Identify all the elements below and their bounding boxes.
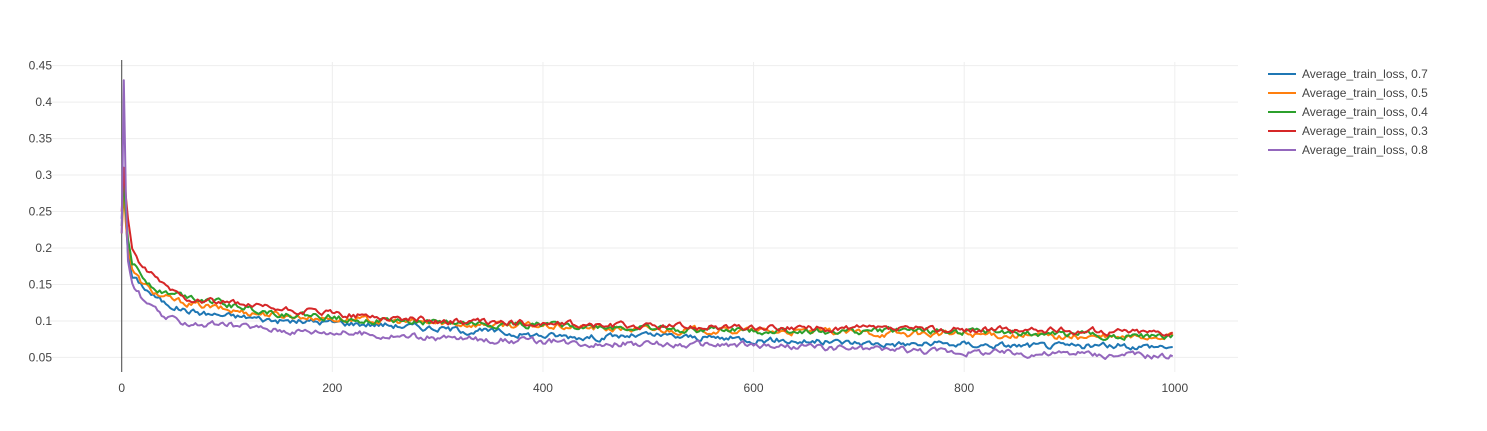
y-tick-label: 0.05	[29, 350, 53, 364]
series-line[interactable]	[120, 79, 1174, 360]
y-tick-label: 0.35	[29, 132, 53, 146]
series-line[interactable]	[120, 174, 1174, 341]
x-tick-label: 0	[118, 381, 125, 395]
y-tick-label: 0.4	[35, 95, 52, 109]
legend-item[interactable]: Average_train_loss, 0.8	[1268, 143, 1428, 157]
y-tick-label: 0.15	[29, 277, 53, 291]
x-tick-label: 1000	[1161, 381, 1188, 395]
y-tick-label: 0.3	[35, 168, 52, 182]
legend-item[interactable]: Average_train_loss, 0.3	[1268, 124, 1428, 138]
axis-layer: 0.05 0.1 0.15 0.2 0.25 0.3 0.35 0.4 0.45 0 200 400 6…	[29, 59, 1189, 395]
legend-item[interactable]: Average_train_loss, 0.7	[1268, 67, 1428, 81]
y-tick-label: 0.1	[35, 314, 52, 328]
series-line[interactable]	[120, 166, 1174, 337]
legend[interactable]: Average_train_loss, 0.7 Average_train_los…	[1268, 67, 1428, 157]
grid-layer	[48, 62, 1238, 372]
y-tick-label: 0.2	[35, 241, 52, 255]
legend-item[interactable]: Average_train_loss, 0.5	[1268, 86, 1428, 100]
series-line[interactable]	[120, 166, 1173, 351]
legend-label: Average_train_loss, 0.7	[1302, 67, 1428, 81]
legend-label: Average_train_loss, 0.3	[1302, 124, 1428, 138]
x-tick-label: 800	[954, 381, 974, 395]
legend-label: Average_train_loss, 0.4	[1302, 105, 1428, 119]
x-tick-label: 400	[533, 381, 553, 395]
y-tick-label: 0.25	[29, 205, 53, 219]
legend-label: Average_train_loss, 0.5	[1302, 86, 1428, 100]
series-layer	[120, 79, 1174, 360]
y-tick-label: 0.45	[29, 59, 53, 73]
legend-item[interactable]: Average_train_loss, 0.4	[1268, 105, 1428, 119]
x-tick-label: 200	[322, 381, 342, 395]
x-tick-label: 600	[744, 381, 764, 395]
legend-label: Average_train_loss, 0.8	[1302, 143, 1428, 157]
